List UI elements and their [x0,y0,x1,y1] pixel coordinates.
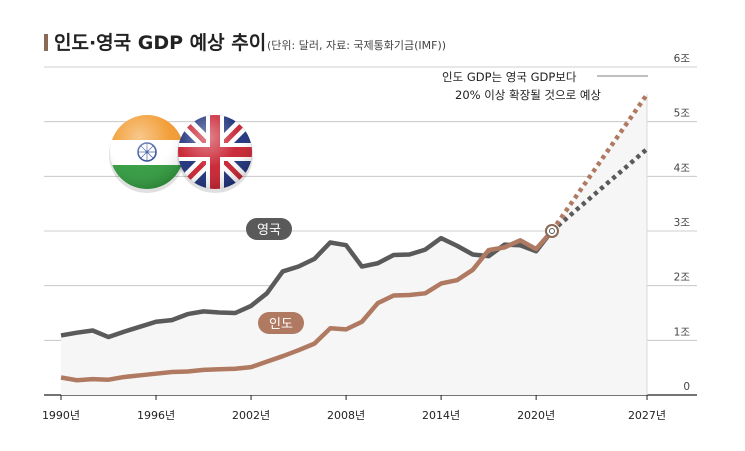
x-tick-label: 1990년 [42,409,80,422]
x-tick-label: 2020년 [517,409,555,422]
y-tick-label: 4조 [674,162,691,174]
india-line [60,229,554,383]
india-forecast-line [550,93,649,233]
india-flag-icon [109,115,185,193]
x-tick-label: 2008년 [327,409,365,422]
legend-uk-label: 영국 [257,223,281,238]
x-tick-label: 2014년 [422,409,460,422]
annotation-line-1: 인도 GDP는 영국 GDP보다 [442,70,577,84]
uk-forecast-line [550,147,649,233]
x-tick-label: 2027년 [628,409,666,422]
y-tick-label: 6조 [674,53,691,65]
uk-line [60,229,554,340]
line-layer [60,93,649,383]
marker-layer [544,224,559,238]
y-tick-label: 2조 [674,272,691,284]
y-tick-label: 1조 [674,326,691,338]
legend-uk: 영국 [246,218,292,240]
forecast-start-marker-inner [548,228,555,234]
area-layer [61,94,648,395]
shaded-area [61,94,647,395]
y-tick-layer: 0 1조 2조 3조 4조 5조 6조 [674,53,691,393]
legend-india-label: 인도 [269,317,293,332]
y-tick-label: 5조 [674,108,691,120]
chart-title: 인도·영국 GDP 예상 추이 [54,32,266,54]
x-tick-layer: 1990년 1996년 2002년 2008년 2014년 2020년 2027년 [42,395,666,422]
x-tick-label: 1996년 [137,409,175,422]
y-tick-label: 3조 [674,217,691,229]
y-tick-label: 0 [683,381,690,393]
uk-flag-icon [177,115,253,193]
annotation-line-2: 20% 이상 확장될 것으로 예상 [455,88,601,102]
title-accent-bar [44,34,48,51]
x-tick-label: 2002년 [232,409,270,422]
unit-note: (단위: 달러, 자료: 국제통화기금(IMF)) [267,39,446,52]
legend-india: 인도 [258,312,304,334]
